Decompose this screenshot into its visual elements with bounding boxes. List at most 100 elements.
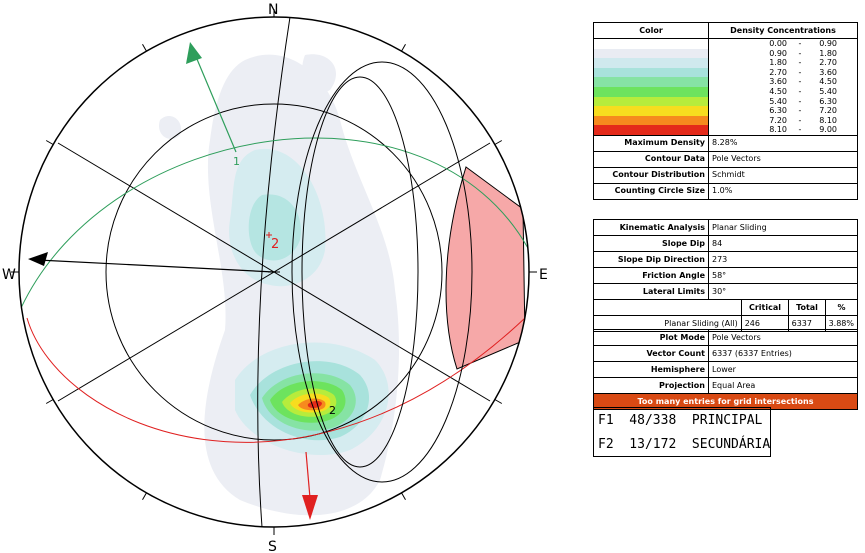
legend-swatch [594,67,708,78]
legend-range-sep: - [798,48,802,58]
property-label: Friction Angle [593,267,709,284]
legend-swatch [594,96,708,107]
property-value: 8.28% [708,134,858,152]
property-row: Projection Equal Area [593,377,858,394]
legend-range-max: 6.30 [819,96,837,106]
north-label: N [268,2,278,18]
legend-range-sep: - [798,39,802,48]
legend-header-row: Color Density Concentrations [593,22,858,39]
legend-range-sep: - [798,77,802,87]
property-row: Counting Circle Size 1.0% [593,182,858,200]
legend-range: 7.20 - 8.10 [709,116,857,126]
planar-sliding-daylight-zone [445,166,526,370]
property-row: Lateral Limits 30° [593,283,858,300]
legend-range: 6.30 - 7.20 [709,106,857,116]
total-header: Total [788,300,826,315]
result-percent: 3.88% [824,316,857,331]
legend-range-max: 1.80 [819,48,837,58]
property-value: Pole Vectors [708,329,858,346]
legend-range-min: 6.30 [769,106,787,116]
kinematic-result-row: Planar Sliding (All) 246 6337 3.88% [593,315,858,332]
grid-warning: Too many entries for grid intersections [593,393,858,410]
set1-pole-vector [186,42,237,153]
property-row: Kinematic Analysis Planar Sliding [593,219,858,236]
property-row: Friction Angle 58° [593,267,858,284]
property-value: 6337 (6337 Entries) [708,345,858,362]
property-value: 58° [708,267,858,284]
legend-range-min: 5.40 [769,96,787,106]
legend-range-sep: - [798,86,802,96]
legend-range-sep: - [798,125,802,135]
legend-range-max: 9.00 [819,125,837,135]
property-value: 273 [708,251,858,268]
legend-range-min: 7.20 [769,115,787,125]
property-label: Kinematic Analysis [593,219,709,236]
property-row: Plot Mode Pole Vectors [593,329,858,346]
range-column: 0.00 - 0.90 0.90 - 1.80 1.80 - 2.70 2.70 - 3.60 3.60… [708,38,858,136]
legend-range: 0.90 - 1.80 [709,49,857,59]
legend-range-min: 0.90 [769,48,787,58]
property-value: Equal Area [708,377,858,394]
property-label: Slope Dip [593,235,709,252]
legend-range: 2.70 - 3.60 [709,68,857,78]
legend-swatch [594,115,708,126]
property-row: Contour Data Pole Vectors [593,150,858,168]
east-label: E [539,267,548,283]
property-value: 84 [708,235,858,252]
sliding-envelope-inner [301,76,419,468]
property-value: Lower [708,361,858,378]
legend-range-min: 8.10 [769,125,787,135]
legend-range-max: 7.20 [819,106,837,116]
color-swatch-column [593,38,709,136]
percent-header: % [825,300,857,315]
set2-pole-vector [302,451,318,520]
set2-arrow-label: 2 [306,498,313,511]
property-row: Vector Count 6337 (6337 Entries) [593,345,858,362]
property-row: Slope Dip 84 [593,235,858,252]
legend-range-min: 4.50 [769,86,787,96]
property-label: Lateral Limits [593,283,709,300]
property-label: Contour Data [593,150,709,168]
property-label: Slope Dip Direction [593,251,709,268]
legend-swatch [594,86,708,97]
legend-range-max: 3.60 [819,67,837,77]
legend-range: 3.60 - 4.50 [709,77,857,87]
property-row: Maximum Density 8.28% [593,134,858,152]
set2-pole-marker [266,232,272,238]
slope-great-circle [257,17,291,527]
grid-warning-row: Too many entries for grid intersections [593,393,858,410]
sliding-envelope-outer [291,61,473,483]
property-row: Slope Dip Direction 273 [593,251,858,268]
legend-range-min: 0.00 [769,39,787,48]
legend-range: 0.00 - 0.90 [709,39,857,49]
legend-swatch [594,48,708,59]
color-header: Color [593,22,709,39]
legend-range-sep: - [798,67,802,77]
set-f2-line: F2 13/172 SECUNDÁRIA [598,437,771,452]
legend-range-min: 2.70 [769,67,787,77]
legend-range-max: 5.40 [819,86,837,96]
legend-range-sep: - [798,96,802,106]
slope-direction-arrow [28,252,275,273]
legend-range: 8.10 - 9.00 [709,125,857,135]
set2-label: 2 [271,237,279,252]
property-label: Hemisphere [593,361,709,378]
stereonet-plot: 1 2 2 2 N S W E [2,2,548,553]
set2-great-circle [26,317,526,443]
plot-info-table: Plot Mode Pole Vectors Vector Count 6337 (6… [593,329,858,410]
property-row: Hemisphere Lower [593,361,858,378]
kinematic-analysis-table: Kinematic Analysis Planar Sliding Slope Di… [593,219,858,332]
property-value: Schmidt [708,166,858,184]
legend-swatch [594,106,708,116]
kinematic-result-header: Critical Total % [593,299,858,316]
result-label: Planar Sliding (All) [664,318,738,328]
legend-range-max: 8.10 [819,115,837,125]
legend-swatch [594,125,708,135]
property-label: Projection [593,377,709,394]
property-label: Vector Count [593,345,709,362]
property-value: Planar Sliding [708,219,858,236]
legend-range-sep: - [798,106,802,116]
azimuth-ticks [11,9,537,535]
intersection-label: 2 [329,404,336,417]
legend-swatch [594,77,708,87]
